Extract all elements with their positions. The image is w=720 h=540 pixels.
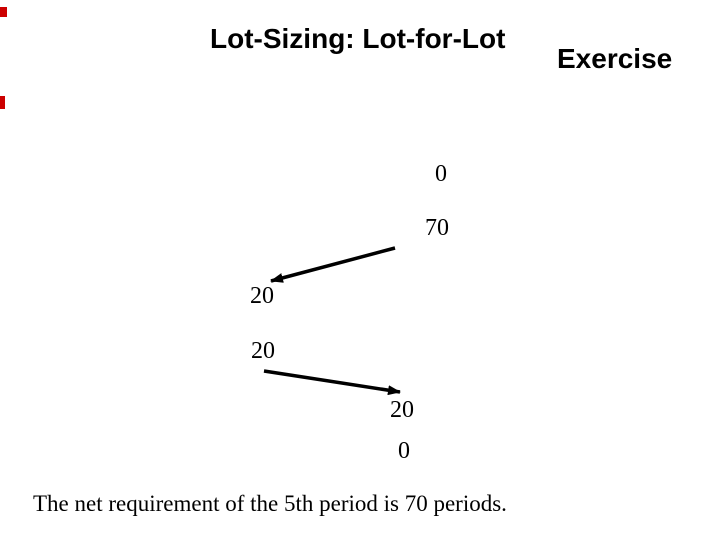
- red-edge-marker-left: [0, 96, 5, 109]
- value-20-second: 20: [251, 338, 275, 364]
- value-20-third: 20: [390, 397, 414, 423]
- arrow-down-right: [263, 369, 401, 396]
- arrow-down-left: [270, 246, 396, 283]
- value-0-bottom: 0: [398, 438, 410, 464]
- red-edge-marker-top: [0, 7, 7, 17]
- value-20-first: 20: [250, 283, 274, 309]
- value-0-top: 0: [435, 161, 447, 187]
- slide-title: Lot-Sizing: Lot-for-Lot: [210, 23, 506, 54]
- slide-subtitle: Exercise: [557, 43, 673, 74]
- value-70: 70: [425, 215, 449, 241]
- caption-text: The net requirement of the 5th period is…: [33, 491, 507, 516]
